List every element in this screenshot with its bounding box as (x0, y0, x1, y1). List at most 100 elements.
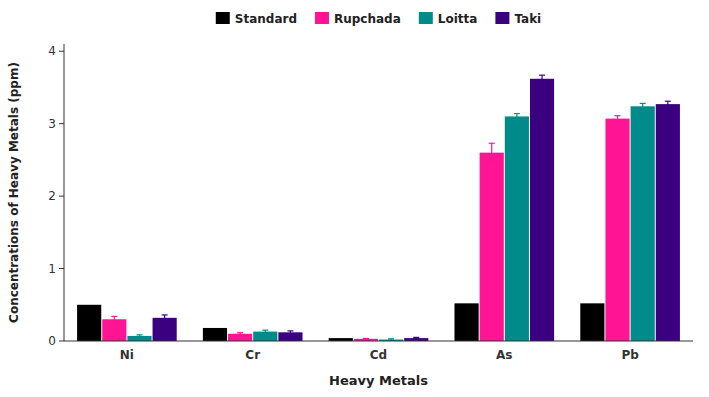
error-line (164, 315, 165, 321)
error-bar (237, 333, 243, 335)
error-cap (162, 314, 168, 315)
x-tick-label: Cr (245, 348, 260, 362)
error-cap (539, 75, 545, 76)
bar (253, 332, 277, 341)
x-tick-label: Pb (621, 348, 639, 362)
bar (631, 106, 655, 341)
bar (605, 119, 629, 341)
bar (278, 332, 302, 341)
y-tick-label: 0 (48, 334, 56, 348)
error-cap (363, 338, 369, 339)
error-line (617, 116, 618, 122)
error-cap (262, 330, 268, 331)
y-tick-label: 3 (48, 117, 56, 131)
error-cap (615, 121, 621, 122)
error-bar (665, 101, 671, 107)
error-bar (539, 75, 545, 82)
error-cap (640, 103, 646, 104)
error-cap (514, 119, 520, 120)
error-cap (287, 333, 293, 334)
y-axis-label: Concentrations of Heavy Metals (ppm) (7, 62, 21, 323)
chart: 0 1 2 3 4 Ni Cr Cd As Pb Heavy Metals Concentration… (0, 0, 709, 397)
legend-item: Rupchada (315, 12, 401, 26)
bar (77, 305, 101, 341)
bar (454, 303, 478, 341)
error-bar (287, 331, 293, 334)
legend-swatch (419, 12, 433, 24)
error-cap (413, 338, 419, 339)
error-bar (489, 143, 495, 162)
legend-swatch (495, 12, 509, 24)
error-bar (111, 316, 117, 322)
error-line (491, 143, 492, 162)
error-cap (136, 334, 142, 335)
bar (530, 79, 554, 341)
legend-swatch (315, 12, 329, 24)
legend-label: Loitta (438, 12, 478, 26)
legend-item: Taki (495, 12, 541, 26)
error-cap (665, 101, 671, 102)
error-cap (388, 338, 394, 339)
error-bar (262, 330, 268, 333)
error-bar (615, 116, 621, 122)
error-cap (539, 82, 545, 83)
x-axis-label: Heavy Metals (329, 373, 428, 388)
legend-label: Taki (514, 12, 541, 26)
error-cap (640, 109, 646, 110)
error-cap (287, 330, 293, 331)
error-bar (136, 335, 142, 337)
error-line (541, 75, 542, 82)
error-cap (665, 106, 671, 107)
error-bar (388, 339, 394, 340)
error-cap (237, 332, 243, 333)
error-cap (615, 115, 621, 116)
bars (77, 75, 680, 341)
error-cap (162, 320, 168, 321)
error-cap (111, 316, 117, 317)
y-tick (59, 123, 64, 124)
legend-item: Loitta (419, 12, 478, 26)
x-axis (64, 341, 693, 342)
error-cap (363, 339, 369, 340)
error-cap (136, 336, 142, 337)
x-tick-label: As (496, 348, 512, 362)
error-cap (489, 143, 495, 144)
error-bar (514, 114, 520, 120)
bar (228, 334, 252, 341)
error-line (667, 101, 668, 107)
y-tick (59, 51, 64, 52)
bar (656, 104, 680, 341)
error-cap (489, 161, 495, 162)
x-tick-label: Cd (370, 348, 387, 362)
legend: Standard Rupchada Loitta Taki (216, 12, 541, 26)
error-bar (413, 337, 419, 338)
error-cap (237, 334, 243, 335)
bar (480, 153, 504, 341)
error-line (516, 114, 517, 120)
x-tick-label: Ni (120, 348, 134, 362)
bar (102, 319, 126, 341)
y-tick-label: 2 (48, 189, 56, 203)
y-tick (59, 196, 64, 197)
error-line (642, 103, 643, 109)
y-axis (64, 44, 65, 341)
bar (153, 318, 177, 341)
error-cap (413, 337, 419, 338)
y-tick-label: 1 (48, 262, 56, 276)
error-line (114, 316, 115, 322)
error-bar (162, 315, 168, 321)
bar (127, 336, 151, 341)
error-cap (514, 113, 520, 114)
bar (580, 303, 604, 341)
error-cap (111, 322, 117, 323)
legend-item: Standard (216, 12, 297, 26)
legend-swatch (216, 12, 230, 24)
error-bar (640, 103, 646, 109)
y-tick (59, 268, 64, 269)
y-tick (59, 341, 64, 342)
bar (203, 328, 227, 341)
bar (505, 116, 529, 341)
legend-label: Standard (235, 12, 297, 26)
y-tick-label: 4 (48, 44, 56, 58)
legend-label: Rupchada (334, 12, 401, 26)
